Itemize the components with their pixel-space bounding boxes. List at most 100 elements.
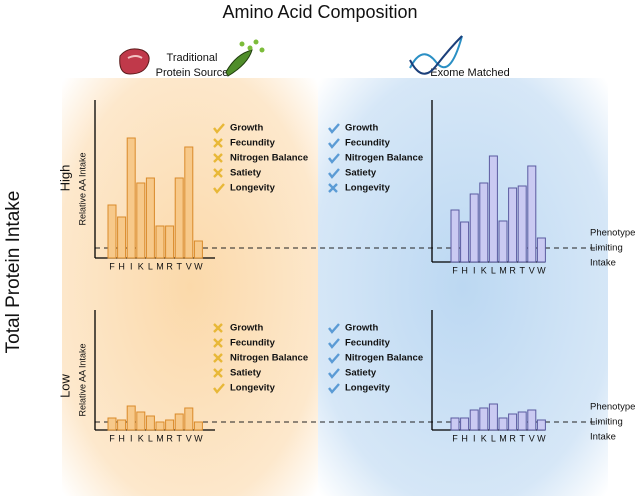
category-label: V xyxy=(186,433,192,443)
title: Amino Acid Composition xyxy=(222,2,417,22)
category-label: T xyxy=(519,433,525,443)
category-label: L xyxy=(491,433,496,443)
category-label: H xyxy=(461,433,468,443)
category-label: I xyxy=(473,433,476,443)
bar xyxy=(469,409,479,431)
check-icon xyxy=(213,383,225,394)
threshold-label: Phenotype xyxy=(590,228,635,239)
bar xyxy=(136,411,146,431)
check-icon xyxy=(328,138,340,149)
checklist-item: Nitrogen Balance xyxy=(345,353,423,364)
bar xyxy=(488,403,498,431)
category-label: I xyxy=(130,261,133,271)
bar xyxy=(136,182,146,259)
check-icon xyxy=(328,383,340,394)
checklist-item: Fecundity xyxy=(345,138,391,149)
bar xyxy=(145,177,155,259)
row-label: High xyxy=(57,165,72,192)
checklist-item: Nitrogen Balance xyxy=(345,153,423,164)
bar xyxy=(145,415,155,431)
category-label: T xyxy=(176,261,182,271)
cross-icon xyxy=(213,368,223,378)
checklist-item: Longevity xyxy=(345,383,391,394)
dna-icon xyxy=(409,35,463,75)
bar xyxy=(174,413,184,431)
bar xyxy=(174,177,184,259)
y-label: Total Protein Intake xyxy=(3,191,24,354)
cross-icon xyxy=(213,338,223,348)
bar xyxy=(107,204,117,259)
category-label: F xyxy=(109,433,115,443)
category-label: W xyxy=(537,265,546,275)
cross-icon xyxy=(213,353,223,363)
category-label: T xyxy=(519,265,525,275)
column-label: Traditional xyxy=(167,52,218,64)
bar xyxy=(527,165,537,263)
checklist-item: Satiety xyxy=(230,168,262,179)
bar xyxy=(536,419,546,431)
check-icon xyxy=(328,353,340,364)
category-label: V xyxy=(529,433,535,443)
cross-icon xyxy=(213,138,223,148)
category-label: I xyxy=(130,433,133,443)
threshold-label: Limiting xyxy=(590,417,623,428)
cross-icon xyxy=(328,183,338,193)
category-label: L xyxy=(148,433,153,443)
category-label: F xyxy=(109,261,115,271)
checklist-item: Longevity xyxy=(345,183,391,194)
check-icon xyxy=(328,123,340,134)
threshold-label: Phenotype xyxy=(590,402,635,413)
category-label: H xyxy=(118,261,125,271)
bar xyxy=(469,193,479,263)
bar xyxy=(527,409,537,431)
axis-label: Relative AA Intake xyxy=(77,152,87,225)
category-label: R xyxy=(509,433,516,443)
bar xyxy=(498,220,508,263)
category-label: K xyxy=(481,265,487,275)
check-icon xyxy=(328,323,340,334)
category-label: W xyxy=(537,433,546,443)
bar xyxy=(165,419,175,431)
category-label: R xyxy=(166,433,173,443)
checklist-item: Longevity xyxy=(230,383,276,394)
checklist-item: Satiety xyxy=(230,368,262,379)
category-label: L xyxy=(491,265,496,275)
bar xyxy=(508,413,518,431)
category-label: I xyxy=(473,265,476,275)
category-label: V xyxy=(529,265,535,275)
bar xyxy=(450,209,460,263)
checklist-item: Growth xyxy=(230,323,263,334)
check-icon xyxy=(328,368,340,379)
category-label: H xyxy=(118,433,125,443)
checklist-item: Satiety xyxy=(345,168,377,179)
bar xyxy=(479,407,489,431)
category-label: R xyxy=(509,265,516,275)
check-icon xyxy=(213,123,225,134)
bar xyxy=(479,182,489,263)
category-label: M xyxy=(499,265,507,275)
cross-icon xyxy=(213,153,223,163)
axis-label: Relative AA Intake xyxy=(77,343,87,416)
category-label: V xyxy=(186,261,192,271)
bar xyxy=(193,421,203,431)
category-label: W xyxy=(194,261,203,271)
bar xyxy=(155,225,165,259)
category-label: L xyxy=(148,261,153,271)
bar xyxy=(117,216,127,259)
check-icon xyxy=(328,153,340,164)
bar xyxy=(126,137,136,259)
check-icon xyxy=(213,183,225,194)
bar xyxy=(107,417,117,431)
bar xyxy=(184,407,194,431)
bar xyxy=(460,417,470,431)
category-label: K xyxy=(481,433,487,443)
bar xyxy=(508,187,518,263)
threshold-label: Intake xyxy=(590,432,616,443)
category-label: M xyxy=(156,261,164,271)
cross-icon xyxy=(213,168,223,178)
bar xyxy=(460,221,470,263)
column-label: Exome Matched xyxy=(430,67,509,79)
checklist-item: Fecundity xyxy=(230,338,276,349)
meat-icon xyxy=(119,48,150,75)
